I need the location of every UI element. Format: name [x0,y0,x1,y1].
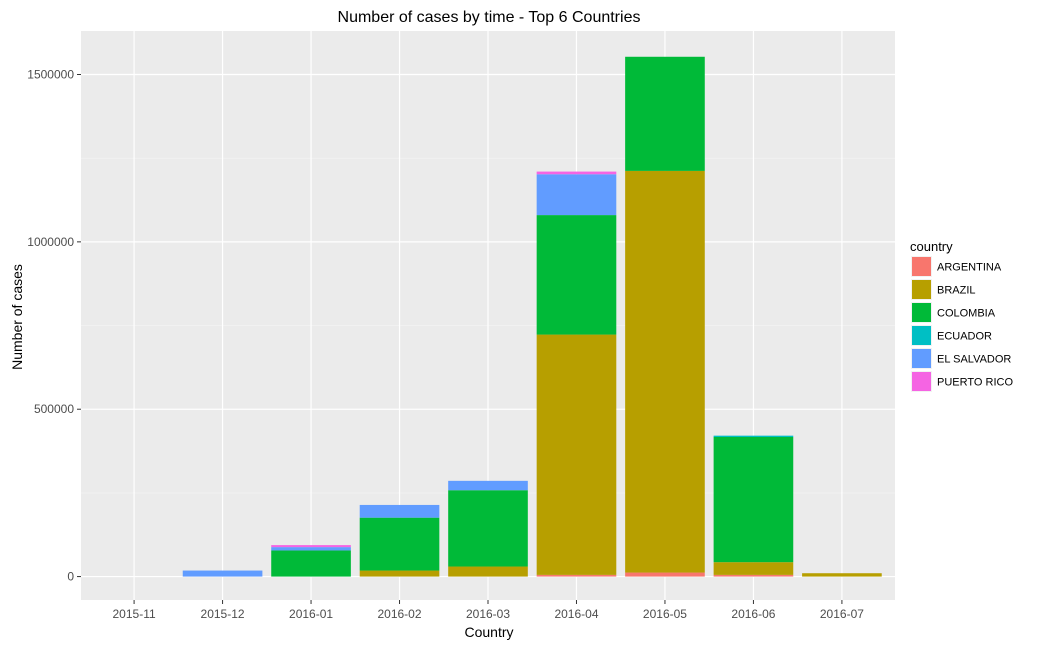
legend-label: COLOMBIA [937,308,996,320]
bar-segment [625,572,705,577]
bar-segment [713,574,794,577]
bar-segment [625,170,705,573]
bar-segment [359,570,440,577]
bar-segment [536,215,617,335]
bar-segment [271,550,351,577]
y-tick-label: 1500000 [27,68,74,82]
bar-segment [182,570,263,577]
bar-segment [448,490,528,567]
legend: country ARGENTINA BRAZIL COLOMBIA ECUADOR EL… [910,239,1013,392]
legend-swatch [912,303,931,322]
legend-swatch [912,326,931,345]
legend-label: EL SALVADOR [937,354,1011,366]
bar-segment [625,56,705,171]
plot-area [81,31,895,600]
x-tick-label: 2016-06 [731,607,775,621]
chart-title: Number of cases by time - Top 6 Countrie… [338,9,641,26]
x-tick-label: 2015-12 [201,607,245,621]
bar-segment [359,504,440,518]
bar-segment [536,171,617,175]
legend-label: BRAZIL [937,285,976,297]
legend-title: country [910,239,953,254]
legend-swatch [912,280,931,299]
bar-segment [448,480,528,491]
bar-segment [359,517,440,571]
x-tick-label: 2016-02 [377,607,421,621]
x-tick-label: 2016-05 [643,607,687,621]
bar-segment [536,334,617,575]
legend-swatch [912,257,931,276]
bar-segment [536,574,617,577]
y-tick-label: 500000 [34,402,74,416]
bar-segment [536,174,617,216]
legend-swatch [912,349,931,368]
x-tick-label: 2016-01 [289,607,333,621]
x-tick-label: 2016-03 [466,607,510,621]
legend-swatch [912,372,931,391]
x-tick-label: 2016-04 [554,607,598,621]
bar-segment [713,562,794,575]
legend-label: ARGENTINA [937,262,1002,274]
bar-segment [713,435,794,437]
legend-label: ECUADOR [937,331,992,343]
y-tick-label: 0 [67,570,74,584]
bar-segment [802,573,882,577]
x-axis: 2015-11 2015-12 2016-01 2016-02 2016-03 2016-… [113,600,864,621]
legend-label: PUERTO RICO [937,377,1013,389]
x-tick-label: 2016-07 [820,607,864,621]
y-tick-label: 1000000 [27,235,74,249]
x-axis-label: Country [464,624,513,640]
y-axis-label: Number of cases [9,264,25,370]
bar-segment [271,547,351,551]
bar-segment [448,566,528,577]
bar-segment [713,436,794,563]
bar-segment [271,545,351,548]
x-tick-label: 2015-11 [113,607,156,621]
y-axis: 0 500000 1000000 1500000 [27,68,81,584]
